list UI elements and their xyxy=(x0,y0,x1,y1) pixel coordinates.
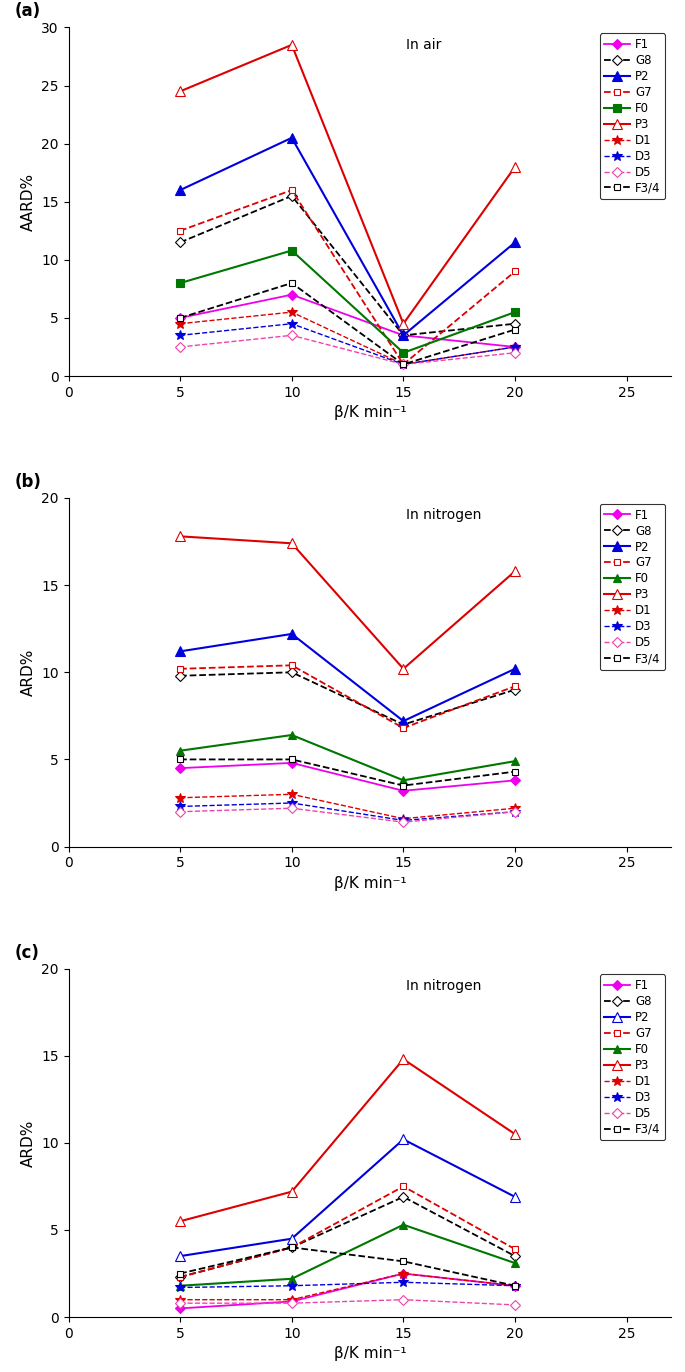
Text: (a): (a) xyxy=(14,3,40,21)
Text: In air: In air xyxy=(406,38,441,52)
Legend: F1, G8, P2, G7, F0, P3, D1, D3, D5, F3/4: F1, G8, P2, G7, F0, P3, D1, D3, D5, F3/4 xyxy=(600,504,665,670)
X-axis label: β/K min⁻¹: β/K min⁻¹ xyxy=(334,1346,406,1361)
Text: (c): (c) xyxy=(14,944,39,962)
Y-axis label: AARD%: AARD% xyxy=(21,173,36,230)
Y-axis label: ARD%: ARD% xyxy=(21,1120,36,1166)
Text: In nitrogen: In nitrogen xyxy=(406,509,482,523)
Legend: F1, G8, P2, G7, F0, P3, D1, D3, D5, F3/4: F1, G8, P2, G7, F0, P3, D1, D3, D5, F3/4 xyxy=(600,974,665,1140)
Text: (b): (b) xyxy=(14,473,41,491)
X-axis label: β/K min⁻¹: β/K min⁻¹ xyxy=(334,405,406,420)
Y-axis label: ARD%: ARD% xyxy=(21,649,36,696)
Text: In nitrogen: In nitrogen xyxy=(406,980,482,993)
X-axis label: β/K min⁻¹: β/K min⁻¹ xyxy=(334,875,406,890)
Legend: F1, G8, P2, G7, F0, P3, D1, D3, D5, F3/4: F1, G8, P2, G7, F0, P3, D1, D3, D5, F3/4 xyxy=(600,33,665,199)
